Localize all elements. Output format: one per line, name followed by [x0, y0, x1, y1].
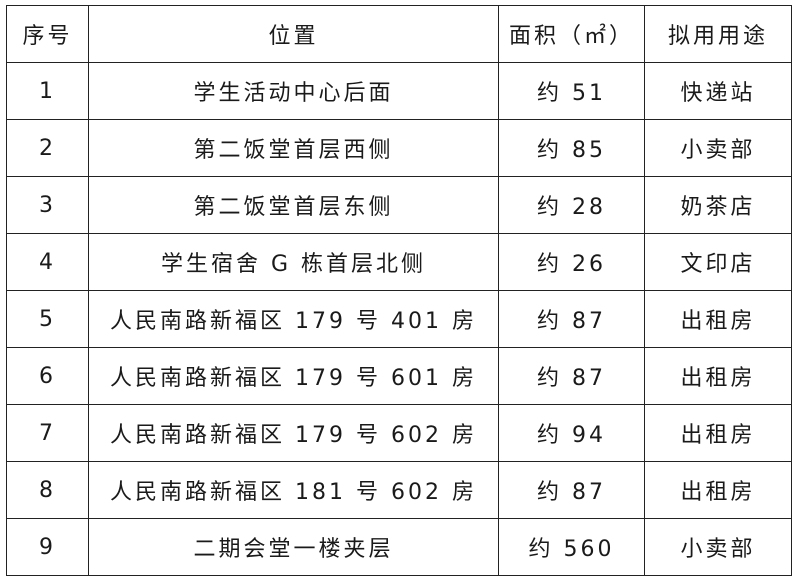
cell-area: 约 560 [498, 518, 645, 576]
property-table: 序号 位置 面积（㎡） 拟用用途 1 学生活动中心后面约 51 快递站 2 第二饭堂首层… [6, 5, 792, 576]
table-row: 2 第二饭堂首层西侧约 85 小卖部 [6, 119, 792, 177]
table-row: 7 人民南路新福区 179 号 602 房约 94 出租房 [6, 404, 792, 462]
cell-usage: 小卖部 [644, 119, 792, 177]
header-usage: 拟用用途 [644, 5, 792, 63]
cell-index: 8 [6, 461, 89, 519]
cell-location: 第二饭堂首层西侧 [88, 119, 499, 177]
cell-index: 2 [6, 119, 89, 177]
cell-usage: 出租房 [644, 461, 792, 519]
table-row: 3 第二饭堂首层东侧约 28 奶茶店 [6, 176, 792, 234]
cell-location: 人民南路新福区 179 号 602 房 [88, 404, 499, 462]
cell-index: 4 [6, 233, 89, 291]
cell-index: 5 [6, 290, 89, 348]
cell-index: 6 [6, 347, 89, 405]
table-row: 8 人民南路新福区 181 号 602 房约 87 出租房 [6, 461, 792, 519]
cell-location: 人民南路新福区 181 号 602 房 [88, 461, 499, 519]
table-row: 5 人民南路新福区 179 号 401 房约 87 出租房 [6, 290, 792, 348]
cell-usage: 出租房 [644, 290, 792, 348]
cell-area: 约 28 [498, 176, 645, 234]
cell-index: 1 [6, 62, 89, 120]
cell-location: 人民南路新福区 179 号 601 房 [88, 347, 499, 405]
cell-area: 约 94 [498, 404, 645, 462]
table-row: 1 学生活动中心后面约 51 快递站 [6, 62, 792, 120]
cell-location: 学生宿舍 G 栋首层北侧 [88, 233, 499, 291]
cell-usage: 出租房 [644, 347, 792, 405]
cell-location: 学生活动中心后面 [88, 62, 499, 120]
cell-location: 二期会堂一楼夹层 [88, 518, 499, 576]
cell-area: 约 87 [498, 461, 645, 519]
header-area: 面积（㎡） [498, 5, 645, 63]
cell-usage: 文印店 [644, 233, 792, 291]
cell-usage: 出租房 [644, 404, 792, 462]
cell-location: 第二饭堂首层东侧 [88, 176, 499, 234]
cell-index: 9 [6, 518, 89, 576]
cell-area: 约 26 [498, 233, 645, 291]
cell-usage: 奶茶店 [644, 176, 792, 234]
cell-usage: 小卖部 [644, 518, 792, 576]
cell-area: 约 85 [498, 119, 645, 177]
table-row: 6 人民南路新福区 179 号 601 房约 87 出租房 [6, 347, 792, 405]
cell-index: 7 [6, 404, 89, 462]
table-row: 4 学生宿舍 G 栋首层北侧约 26 文印店 [6, 233, 792, 291]
cell-area: 约 87 [498, 290, 645, 348]
cell-usage: 快递站 [644, 62, 792, 120]
cell-area: 约 51 [498, 62, 645, 120]
header-location: 位置 [88, 5, 499, 63]
cell-location: 人民南路新福区 179 号 401 房 [88, 290, 499, 348]
cell-index: 3 [6, 176, 89, 234]
cell-area: 约 87 [498, 347, 645, 405]
header-index: 序号 [6, 5, 89, 63]
table-row: 9 二期会堂一楼夹层约 560 小卖部 [6, 518, 792, 576]
table-header-row: 序号 位置 面积（㎡） 拟用用途 [6, 5, 792, 63]
